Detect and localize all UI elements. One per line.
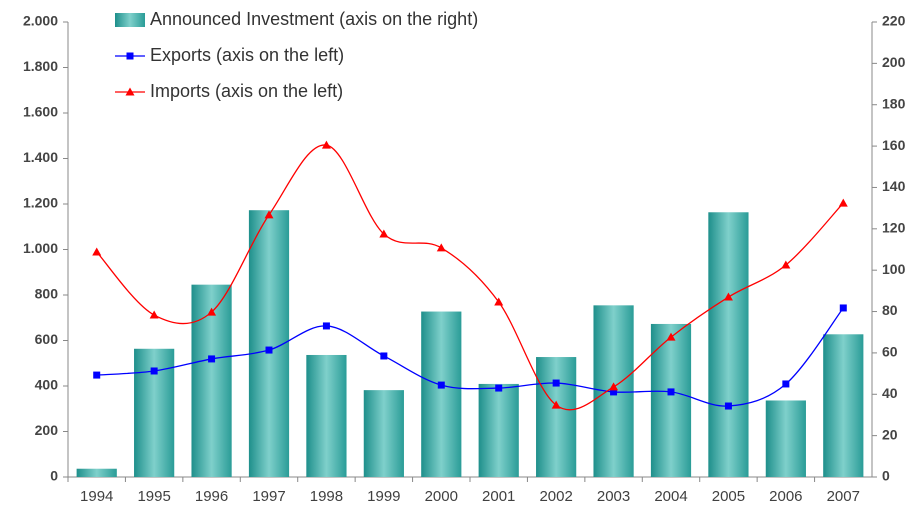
y-tick-label: 2.000 bbox=[23, 13, 58, 29]
x-tick-label: 1997 bbox=[252, 488, 285, 505]
bar bbox=[478, 383, 519, 477]
bar bbox=[823, 334, 864, 477]
bar bbox=[708, 212, 749, 478]
point bbox=[551, 400, 561, 409]
point bbox=[150, 367, 158, 375]
bar bbox=[191, 284, 232, 477]
y2-tick-label: 100 bbox=[882, 261, 906, 277]
bar bbox=[765, 400, 806, 477]
point bbox=[839, 304, 847, 312]
point bbox=[781, 260, 791, 269]
x-tick-label: 2006 bbox=[769, 488, 802, 505]
x-tick-label: 1996 bbox=[195, 488, 228, 505]
y2-tick-label: 200 bbox=[882, 54, 906, 70]
y-tick-label: 1.200 bbox=[23, 195, 58, 211]
y2-tick-label: 220 bbox=[882, 13, 906, 29]
y2-tick-label: 180 bbox=[882, 95, 906, 111]
y2-tick-label: 140 bbox=[882, 178, 906, 194]
point bbox=[666, 332, 676, 341]
point bbox=[609, 382, 619, 391]
x-tick-label: 1994 bbox=[80, 488, 113, 505]
y-tick-label: 1.000 bbox=[23, 240, 58, 256]
legend-label: Exports (axis on the left) bbox=[150, 45, 344, 65]
point bbox=[264, 210, 274, 219]
legend-swatch bbox=[115, 13, 145, 27]
point bbox=[93, 371, 101, 379]
point bbox=[838, 198, 848, 207]
point bbox=[149, 310, 159, 319]
x-tick-label: 2000 bbox=[425, 488, 458, 505]
bar bbox=[306, 354, 347, 477]
y-tick-label: 800 bbox=[35, 286, 59, 302]
y2-tick-label: 80 bbox=[882, 302, 898, 318]
point bbox=[552, 379, 560, 387]
legend-marker bbox=[125, 87, 135, 96]
x-tick-label: 1998 bbox=[310, 488, 343, 505]
point bbox=[208, 355, 216, 363]
y-tick-label: 1.400 bbox=[23, 149, 58, 165]
y-tick-label: 200 bbox=[35, 422, 59, 438]
y-tick-label: 0 bbox=[50, 468, 58, 484]
bar bbox=[650, 323, 692, 477]
x-tick-label: 2002 bbox=[539, 488, 572, 505]
x-tick-label: 2005 bbox=[712, 488, 745, 505]
point bbox=[724, 402, 732, 410]
legend-label: Imports (axis on the left) bbox=[150, 81, 343, 101]
y-tick-label: 1.800 bbox=[23, 58, 58, 74]
y2-tick-label: 20 bbox=[882, 426, 898, 442]
point bbox=[495, 384, 503, 392]
x-tick-label: 1995 bbox=[137, 488, 170, 505]
point bbox=[380, 352, 388, 360]
point bbox=[265, 346, 273, 354]
point bbox=[321, 140, 331, 149]
y2-tick-label: 60 bbox=[882, 344, 898, 360]
y-tick-label: 600 bbox=[35, 331, 59, 347]
x-tick-label: 2007 bbox=[827, 488, 860, 505]
bar bbox=[421, 311, 462, 477]
point bbox=[723, 292, 733, 301]
x-tick-label: 1999 bbox=[367, 488, 400, 505]
point bbox=[92, 247, 102, 256]
point bbox=[436, 243, 446, 252]
x-tick-label: 2004 bbox=[654, 488, 687, 505]
bar bbox=[363, 390, 404, 477]
point bbox=[379, 229, 389, 238]
y2-tick-label: 40 bbox=[882, 385, 898, 401]
point bbox=[610, 388, 618, 396]
point bbox=[667, 388, 675, 396]
y2-tick-label: 160 bbox=[882, 137, 906, 153]
y2-tick-label: 120 bbox=[882, 220, 906, 236]
x-tick-label: 2001 bbox=[482, 488, 515, 505]
line bbox=[96, 144, 844, 411]
y-tick-label: 400 bbox=[35, 377, 59, 393]
legend-label: Announced Investment (axis on the right) bbox=[150, 9, 478, 29]
bar bbox=[536, 357, 577, 477]
y2-tick-label: 0 bbox=[882, 468, 890, 484]
y-tick-label: 1.600 bbox=[23, 104, 58, 120]
point bbox=[322, 322, 330, 330]
point bbox=[494, 297, 504, 306]
x-tick-label: 2003 bbox=[597, 488, 630, 505]
point bbox=[437, 381, 445, 389]
bar bbox=[76, 468, 117, 477]
point bbox=[782, 380, 790, 388]
legend-marker bbox=[126, 52, 134, 60]
point bbox=[207, 307, 217, 316]
